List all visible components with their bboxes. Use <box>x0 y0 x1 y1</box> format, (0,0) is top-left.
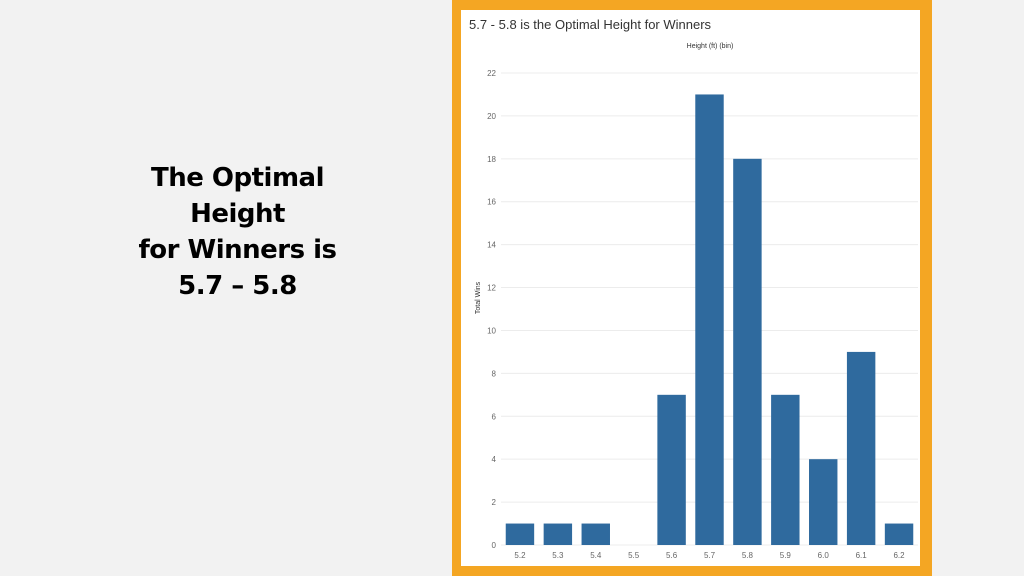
bar-5.3[interactable] <box>543 523 573 545</box>
y-tick-label: 12 <box>487 284 496 293</box>
x-tick-label: 5.8 <box>742 551 754 560</box>
bar-6.0[interactable] <box>809 459 838 545</box>
headline-line-3: for Winners is <box>138 235 337 265</box>
y-tick-label: 16 <box>487 198 496 207</box>
x-tick-label: 6.1 <box>856 551 868 560</box>
y-tick-label: 14 <box>487 241 496 250</box>
x-tick-label: 5.2 <box>514 551 526 560</box>
bars-layer <box>505 94 914 546</box>
headline-line-4: 5.7 – 5.8 <box>178 271 297 301</box>
x-tick-label: 5.9 <box>780 551 792 560</box>
x-tick-label: 6.0 <box>818 551 830 560</box>
x-tick-label: 5.5 <box>628 551 640 560</box>
chart-card: 5.7 - 5.8 is the Optimal Height for Winn… <box>461 10 920 566</box>
x-tick-label: 5.6 <box>666 551 678 560</box>
headline-line-1: The Optimal <box>150 163 325 193</box>
y-tick-label: 0 <box>492 541 497 550</box>
bar-5.6[interactable] <box>657 394 686 545</box>
bar-5.9[interactable] <box>771 394 800 545</box>
bar-6.1[interactable] <box>846 351 876 545</box>
x-tick-label: 5.4 <box>590 551 602 560</box>
y-tick-label: 20 <box>487 112 496 121</box>
chart-title: 5.7 - 5.8 is the Optimal Height for Winn… <box>469 17 712 32</box>
y-tick-label: 22 <box>487 69 496 78</box>
bar-5.2[interactable] <box>505 523 535 545</box>
bar-5.4[interactable] <box>581 523 610 545</box>
y-tick-labels: 0 2 4 6 8 10 12 14 16 18 20 22 <box>487 69 496 550</box>
y-tick-label: 10 <box>487 326 496 335</box>
x-tick-label: 5.3 <box>552 551 564 560</box>
bar-5.8[interactable] <box>733 158 762 545</box>
x-tick-label: 6.2 <box>893 551 905 560</box>
x-tick-label: 5.7 <box>704 551 716 560</box>
y-tick-label: 2 <box>492 498 497 507</box>
slide-left-panel: The Optimal Height for Winners is 5.7 – … <box>0 0 452 576</box>
bar-5.7[interactable] <box>695 94 724 546</box>
x-axis-title: Height (ft) (bin) <box>687 43 734 50</box>
y-axis-title: Total Wins <box>475 281 482 314</box>
y-tick-label: 8 <box>492 369 497 378</box>
y-tick-label: 4 <box>492 455 497 464</box>
x-tick-labels: 5.2 5.3 5.4 5.5 5.6 5.7 5.8 5.9 6.0 6.1 6.2 <box>514 551 905 560</box>
bar-6.2[interactable] <box>884 523 914 545</box>
headline-line-2: Height <box>190 199 285 229</box>
y-tick-label: 6 <box>492 412 497 421</box>
slide-headline: The Optimal Height for Winners is 5.7 – … <box>100 160 375 304</box>
y-tick-label: 18 <box>487 155 496 164</box>
